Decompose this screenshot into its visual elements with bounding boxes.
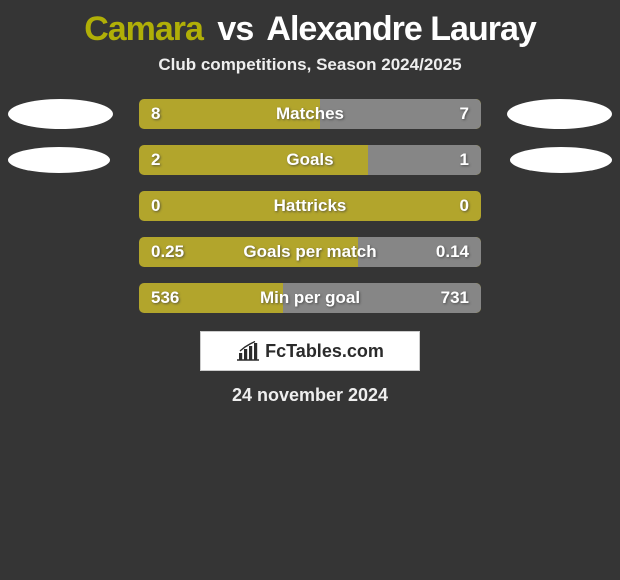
stat-row: 8Matches7 xyxy=(0,99,620,129)
comparison-card: Camara vs Alexandre Lauray Club competit… xyxy=(0,0,620,406)
player-badge-ellipse xyxy=(507,99,612,129)
stat-bar: 8Matches7 xyxy=(139,99,481,129)
stat-bar: 536Min per goal731 xyxy=(139,283,481,313)
stat-right-value: 7 xyxy=(460,99,469,129)
bar-chart-icon xyxy=(236,341,260,361)
stat-bar: 0Hattricks0 xyxy=(139,191,481,221)
page-title: Camara vs Alexandre Lauray xyxy=(84,10,536,49)
stat-right-value: 0 xyxy=(460,191,469,221)
stat-row: 2Goals1 xyxy=(0,145,620,175)
stat-label: Matches xyxy=(139,99,481,129)
player1-name: Camara xyxy=(84,10,203,48)
player-badge-ellipse xyxy=(8,99,113,129)
stat-bar: 0.25Goals per match0.14 xyxy=(139,237,481,267)
stat-right-value: 731 xyxy=(441,283,469,313)
stat-label: Goals per match xyxy=(139,237,481,267)
brand-badge[interactable]: FcTables.com xyxy=(200,331,420,371)
player2-name: Alexandre Lauray xyxy=(266,10,535,48)
stat-label: Hattricks xyxy=(139,191,481,221)
player-badge-ellipse xyxy=(8,147,110,173)
stat-row: 536Min per goal731 xyxy=(0,283,620,313)
vs-label: vs xyxy=(217,10,253,48)
stat-right-value: 1 xyxy=(460,145,469,175)
subtitle: Club competitions, Season 2024/2025 xyxy=(158,55,461,75)
brand-text: FcTables.com xyxy=(265,341,384,362)
date-label: 24 november 2024 xyxy=(232,385,388,406)
player-badge-ellipse xyxy=(510,147,612,173)
stat-bar: 2Goals1 xyxy=(139,145,481,175)
stat-right-value: 0.14 xyxy=(436,237,469,267)
stat-label: Goals xyxy=(139,145,481,175)
stat-row: 0Hattricks0 xyxy=(0,191,620,221)
stat-label: Min per goal xyxy=(139,283,481,313)
stat-row: 0.25Goals per match0.14 xyxy=(0,237,620,267)
stat-rows: 8Matches7 2Goals1 0Hattricks0 0.25Goals per… xyxy=(0,99,620,313)
